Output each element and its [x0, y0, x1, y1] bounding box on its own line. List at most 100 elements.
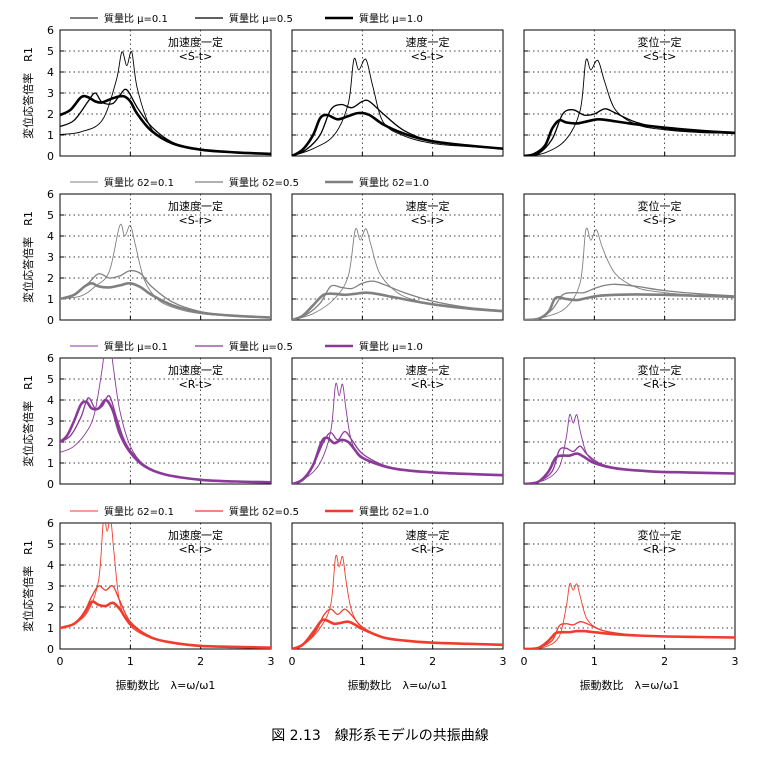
panel-2-1: 0 1 2 3 4 5 6 加速度一定<S-r> — [47, 188, 272, 327]
series-line-2 — [60, 585, 271, 649]
panel-subtitle: <R-t> — [179, 378, 213, 391]
y-tick-label: 1 — [47, 293, 54, 306]
panel-subtitle: <R-r> — [410, 543, 444, 556]
y-tick-label: 3 — [47, 580, 54, 593]
y-tick-label: 0 — [47, 643, 54, 656]
y-axis-label: 変位応答倍率 R1 — [21, 375, 35, 467]
y-tick-label: 5 — [47, 373, 54, 386]
x-tick-label: 1 — [591, 655, 598, 668]
series-line-1 — [292, 228, 503, 320]
series-line-3 — [60, 398, 271, 484]
panel-4-2: 0 1 2 3 振動数比 λ=ω/ω1 速度一定<R-r> — [289, 522, 507, 692]
chart-row-3: 質量比 μ=0.1 質量比 μ=0.5 質量比 μ=1.0 変位応答倍率 R1 0 1 2 3… — [21, 340, 736, 491]
y-tick-label: 0 — [47, 150, 54, 163]
series-line-3 — [60, 281, 271, 319]
x-tick-label: 3 — [500, 655, 507, 668]
series-line-2 — [292, 280, 503, 320]
x-axis-label: 振動数比 λ=ω/ω1 — [580, 678, 680, 692]
x-tick-label: 2 — [661, 655, 668, 668]
x-tick-label: 2 — [429, 655, 436, 668]
panel-title: 加速度一定 — [168, 199, 223, 213]
panel-title: 変位一定 — [638, 363, 682, 377]
x-tick-label: 0 — [521, 655, 528, 668]
panel-1-2: 速度一定<S-t> — [291, 29, 504, 157]
panel-title: 変位一定 — [638, 528, 682, 542]
legend-label: 質量比 μ=1.0 — [359, 12, 423, 25]
y-tick-label: 1 — [47, 457, 54, 470]
legend-label: 質量比 μ=0.1 — [104, 12, 168, 25]
panel-subtitle: <S-r> — [411, 214, 445, 227]
y-tick-label: 2 — [47, 436, 54, 449]
series-line-2 — [524, 445, 735, 484]
x-tick-label: 0 — [289, 655, 296, 668]
y-axis-label: 変位応答倍率 R1 — [21, 47, 35, 139]
series-group — [292, 57, 503, 156]
panel-1-1: 0 1 2 3 4 5 6 加速度一定<S-t> — [47, 24, 272, 163]
x-tick-label: 2 — [197, 655, 204, 668]
series-line-3 — [292, 436, 503, 484]
legend-label: 質量比 μ=1.0 — [359, 340, 423, 353]
legend: 質量比 μ=0.1 質量比 μ=0.5 質量比 μ=1.0 — [70, 340, 423, 353]
series-line-3 — [524, 629, 735, 649]
x-tick-label: 3 — [732, 655, 739, 668]
series-line-3 — [60, 94, 271, 156]
panel-title: 変位一定 — [638, 199, 682, 213]
panel-title: 変位一定 — [638, 35, 682, 49]
panel-subtitle: <S-r> — [179, 214, 213, 227]
series-group — [60, 523, 271, 649]
series-line-1 — [524, 582, 735, 649]
x-tick-label: 1 — [359, 655, 366, 668]
panel-title: 加速度一定 — [168, 35, 223, 49]
series-group — [292, 382, 503, 484]
series-line-2 — [524, 283, 735, 320]
panel-title: 速度一定 — [406, 528, 450, 542]
series-group — [524, 413, 735, 484]
y-tick-label: 6 — [47, 352, 54, 365]
panel-subtitle: <S-r> — [643, 214, 677, 227]
panel-2-3: 変位一定<S-r> — [523, 193, 736, 321]
panel-subtitle: <R-t> — [411, 378, 445, 391]
panel-2-2: 速度一定<S-r> — [291, 193, 504, 321]
y-tick-label: 2 — [47, 272, 54, 285]
y-tick-label: 0 — [47, 478, 54, 491]
panel-title: 加速度一定 — [168, 528, 223, 542]
x-axis-label: 振動数比 λ=ω/ω1 — [116, 678, 216, 692]
y-tick-label: 3 — [47, 251, 54, 264]
panel-3-1: 0 1 2 3 4 5 6 加速度一定<R-t> — [47, 352, 272, 491]
series-line-3 — [524, 117, 735, 156]
legend-label: 質量比 δ2=1.0 — [359, 176, 429, 189]
series-line-1 — [524, 227, 735, 320]
panel-subtitle: <R-r> — [642, 543, 676, 556]
panel-title: 速度一定 — [406, 35, 450, 49]
series-group — [60, 223, 271, 319]
chart-row-4: 質量比 δ2=0.1 質量比 δ2=0.5 質量比 δ2=1.0 変位応答倍率 R1 0… — [21, 505, 739, 692]
series-line-1 — [60, 223, 271, 319]
legend: 質量比 δ2=0.1 質量比 δ2=0.5 質量比 δ2=1.0 — [70, 505, 429, 518]
series-group — [524, 582, 735, 649]
legend-label: 質量比 δ2=0.5 — [229, 505, 299, 518]
y-tick-label: 6 — [47, 188, 54, 201]
y-tick-label: 6 — [47, 517, 54, 530]
panel-subtitle: <R-r> — [178, 543, 212, 556]
y-tick-label: 4 — [47, 559, 54, 572]
x-tick-label: 0 — [57, 655, 64, 668]
x-tick-label: 3 — [268, 655, 275, 668]
panel-title: 速度一定 — [406, 363, 450, 377]
panel-subtitle: <S-t> — [643, 50, 677, 63]
series-line-3 — [292, 291, 503, 320]
series-line-1 — [60, 358, 271, 483]
y-tick-label: 0 — [47, 314, 54, 327]
legend-label: 質量比 δ2=0.5 — [229, 176, 299, 189]
panel-title: 速度一定 — [406, 199, 450, 213]
panel-subtitle: <R-t> — [643, 378, 677, 391]
series-line-3 — [524, 293, 735, 320]
figure-caption: 図 2.13 線形系モデルの共振曲線 — [271, 727, 489, 744]
y-tick-label: 4 — [47, 66, 54, 79]
series-line-3 — [292, 618, 503, 649]
y-tick-label: 3 — [47, 87, 54, 100]
series-line-2 — [292, 99, 503, 156]
legend: 質量比 δ2=0.1 質量比 δ2=0.5 質量比 δ2=1.0 — [70, 176, 429, 189]
y-tick-label: 1 — [47, 622, 54, 635]
series-line-3 — [292, 111, 503, 156]
y-tick-label: 2 — [47, 108, 54, 121]
